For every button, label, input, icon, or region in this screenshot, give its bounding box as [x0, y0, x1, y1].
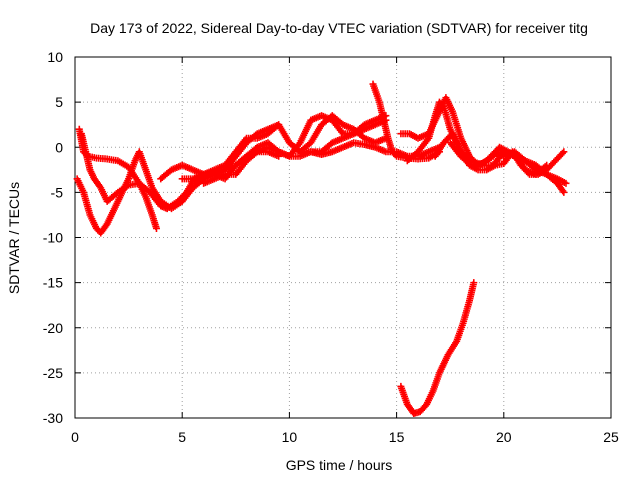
y-tick-label: 10 — [47, 49, 63, 65]
chart-title: Day 173 of 2022, Sidereal Day-to-day VTE… — [90, 20, 588, 36]
data-point — [562, 179, 570, 187]
y-axis-label: SDTVAR / TECUs — [6, 182, 22, 294]
data-point — [438, 101, 446, 109]
data-point — [541, 163, 549, 171]
grid-lines — [75, 57, 611, 418]
axis-ticks: 0 5 10 15 20 25 -30 -25 -20 -15 -10 -5 0 5 10 — [43, 49, 619, 445]
data-point — [391, 151, 399, 159]
series-track-1 — [75, 125, 160, 232]
x-axis-label: GPS time / hours — [286, 457, 393, 473]
series-track-6 — [200, 112, 390, 187]
data-point — [560, 188, 568, 196]
series-track-5 — [178, 112, 390, 183]
y-tick-label: 5 — [55, 94, 63, 110]
y-tick-label: -25 — [43, 365, 63, 381]
data-point — [559, 187, 567, 195]
data-point — [560, 148, 568, 156]
x-tick-label: 15 — [389, 429, 405, 445]
y-tick-label: 0 — [55, 139, 63, 155]
data-point — [295, 146, 303, 154]
x-tick-label: 25 — [603, 429, 619, 445]
x-tick-label: 10 — [282, 429, 298, 445]
series-track-12 — [446, 139, 551, 178]
x-tick-label: 0 — [71, 429, 79, 445]
data-point — [558, 149, 566, 157]
data-point — [543, 161, 551, 169]
y-tick-label: -20 — [43, 320, 63, 336]
data-point — [152, 224, 160, 232]
y-tick-label: -5 — [51, 184, 64, 200]
y-tick-label: -15 — [43, 275, 63, 291]
x-tick-label: 20 — [496, 429, 512, 445]
series-track-13 — [397, 279, 478, 417]
series-track-7 — [285, 139, 443, 160]
series-layer — [73, 80, 570, 417]
x-tick-label: 5 — [178, 429, 186, 445]
y-tick-label: -10 — [43, 230, 63, 246]
y-tick-label: -30 — [43, 410, 63, 426]
data-point — [470, 279, 478, 287]
